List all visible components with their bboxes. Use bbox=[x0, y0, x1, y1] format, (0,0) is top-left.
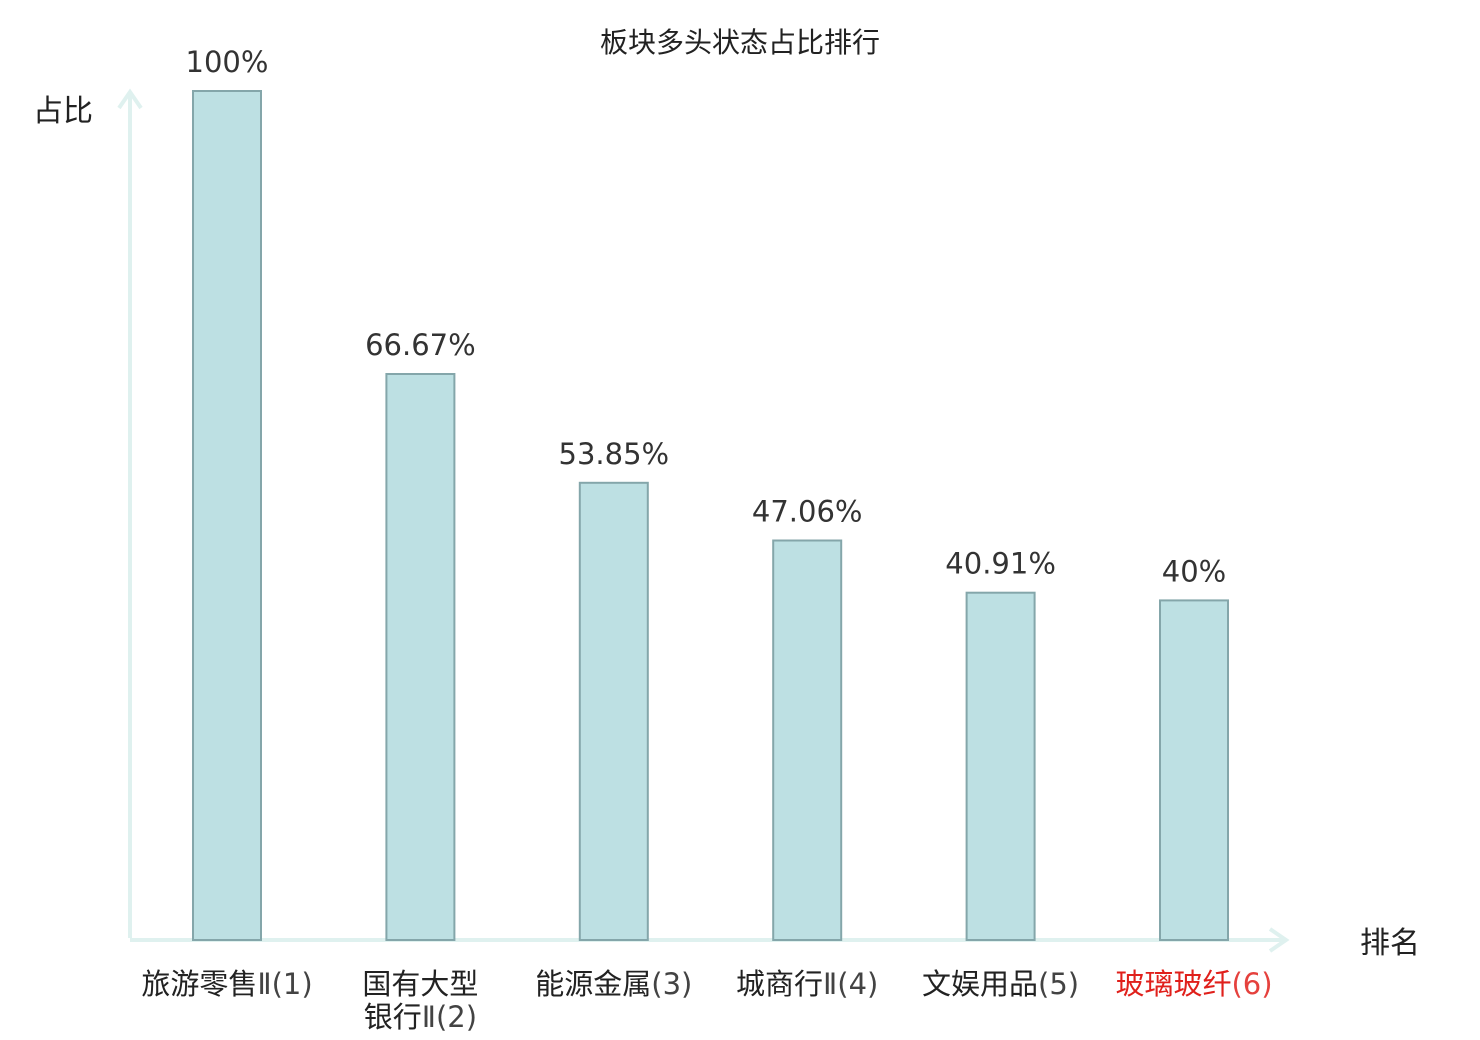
category-name: 玻璃玻纤 bbox=[1115, 967, 1231, 1001]
category-label-1: 旅游零售Ⅱ(1) bbox=[141, 967, 312, 1001]
value-label-2: 66.67% bbox=[365, 328, 476, 362]
category-rank: (3) bbox=[651, 967, 692, 1001]
category-name: 城商行 bbox=[736, 967, 823, 1001]
x-axis-arrow-icon bbox=[1268, 927, 1290, 953]
chart-title: 板块多头状态占比排行 bbox=[600, 26, 880, 59]
category-rank: Ⅱ(4) bbox=[823, 967, 878, 1001]
bar-6 bbox=[1159, 599, 1229, 942]
bar-4 bbox=[772, 539, 843, 941]
category-name: 能源金属 bbox=[535, 967, 651, 1001]
x-axis-label: 排名 bbox=[1360, 926, 1420, 961]
category-label-line: 旅游零售Ⅱ(1) bbox=[141, 967, 312, 1001]
category-label-5: 文娱用品(5) bbox=[922, 967, 1079, 1001]
category-name: 文娱用品 bbox=[922, 967, 1038, 1001]
x-axis bbox=[130, 927, 1290, 953]
bar-5 bbox=[965, 591, 1036, 941]
category-label-2: 国有大型银行Ⅱ(2) bbox=[362, 967, 478, 1034]
category-name: 旅游零售 bbox=[141, 967, 257, 1001]
value-label-4: 47.06% bbox=[752, 495, 863, 529]
category-label-line: 能源金属(3) bbox=[535, 967, 692, 1001]
bar-1 bbox=[192, 90, 262, 941]
bar-2 bbox=[385, 373, 456, 941]
category-name: 国有大型 bbox=[362, 967, 478, 1001]
bar-3 bbox=[578, 481, 649, 941]
value-label-5: 40.91% bbox=[945, 547, 1056, 581]
category-label-line: 文娱用品(5) bbox=[922, 967, 1079, 1001]
category-rank: Ⅱ(1) bbox=[257, 967, 312, 1001]
category-name: 银行 bbox=[364, 1000, 422, 1034]
category-label-line: 银行Ⅱ(2) bbox=[364, 1000, 477, 1034]
category-label-line: 城商行Ⅱ(4) bbox=[736, 967, 878, 1001]
category-label-line: 玻璃玻纤(6) bbox=[1115, 967, 1272, 1001]
y-axis bbox=[117, 88, 143, 938]
category-label-line: 国有大型 bbox=[362, 967, 478, 1001]
category-label-4: 城商行Ⅱ(4) bbox=[736, 967, 878, 1001]
bars-group bbox=[192, 90, 1229, 942]
y-axis-arrow-icon bbox=[117, 88, 143, 110]
category-rank: (6) bbox=[1231, 967, 1272, 1001]
category-label-3: 能源金属(3) bbox=[535, 967, 692, 1001]
category-labels-group: 旅游零售Ⅱ(1) 国有大型银行Ⅱ(2) 能源金属(3) 城商行Ⅱ(4) 文娱用品(5) 玻… bbox=[141, 967, 1272, 1034]
category-rank: Ⅱ(2) bbox=[422, 1000, 477, 1034]
value-label-6: 40% bbox=[1162, 554, 1226, 588]
category-rank: (5) bbox=[1038, 967, 1079, 1001]
value-label-1: 100% bbox=[186, 45, 269, 79]
value-label-3: 53.85% bbox=[559, 437, 670, 471]
y-axis-label: 占比 bbox=[33, 94, 93, 129]
category-label-6: 玻璃玻纤(6) bbox=[1115, 967, 1272, 1001]
value-labels-group: 100% 66.67% 53.85% 47.06% 40.91% 40% bbox=[186, 45, 1227, 588]
